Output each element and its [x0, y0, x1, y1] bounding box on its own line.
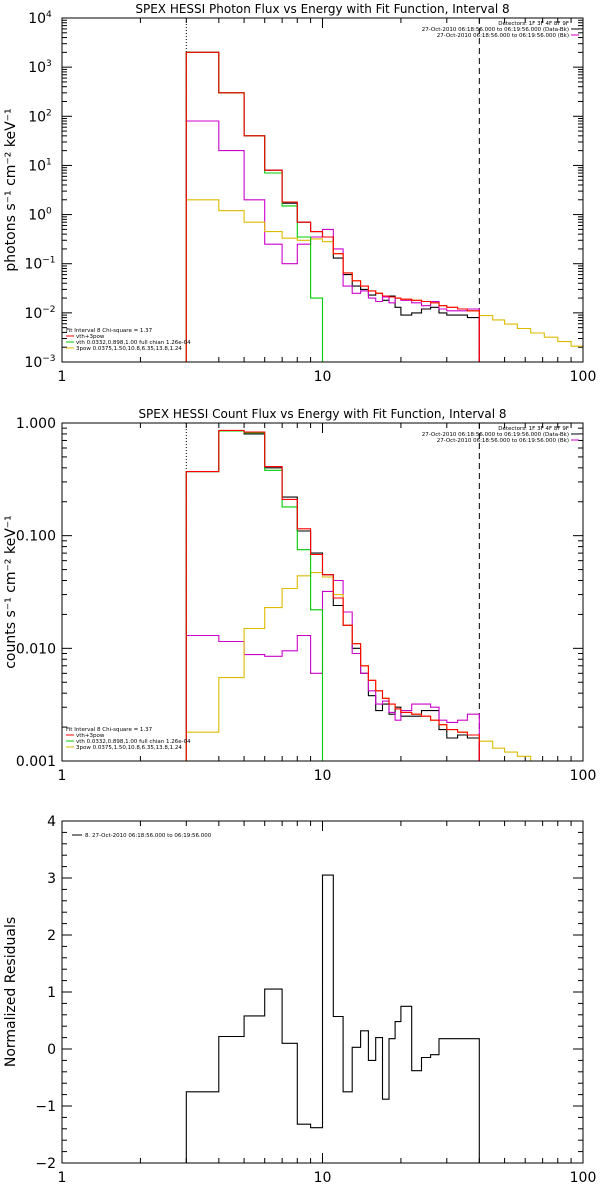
y-tick-label: 1.000: [16, 416, 56, 432]
y-tick-label: −2: [35, 1156, 56, 1172]
y-tick-label: 0.001: [16, 754, 56, 770]
plot-frame: [61, 820, 584, 1164]
y-tick-label: 100: [28, 207, 52, 224]
series-line-3: [185, 572, 545, 761]
x-tick-label: 100: [570, 1170, 597, 1186]
y-tick-base: 10: [28, 208, 46, 224]
chart-panel-1: SPEX HESSI Photon Flux vs Energy with Fi…: [3, 2, 597, 385]
y-tick-exponent: −2: [42, 305, 55, 315]
data-layer: [185, 51, 583, 362]
series-line-5: [185, 51, 480, 362]
chart-title: SPEX HESSI Photon Flux vs Energy with Fi…: [135, 2, 509, 16]
legend-top-entry: 27-Oct-2010 06:18:56.000 to 06:19:56.000…: [437, 438, 569, 444]
legend-bottom-entry: vth 0.0332,0.898,1.00 full chian 1.26e-0…: [76, 739, 191, 745]
legend-bottom-entry: vth+3pow: [76, 733, 105, 739]
y-tick-base: 10: [28, 158, 46, 174]
y-tick-label: 104: [28, 10, 52, 27]
y-tick-label: 1: [47, 985, 56, 1001]
series-line-5: [185, 429, 480, 761]
data-layer: [185, 429, 545, 761]
y-tick-base: 10: [28, 60, 46, 76]
legend-top-entry: 8. 27-Oct-2010 06:18:56.000 to 06:19:56.…: [85, 833, 212, 839]
y-tick-base: 10: [24, 257, 42, 273]
y-tick-label: 10−2: [24, 305, 55, 322]
x-tick-label: 10: [314, 768, 332, 784]
plot-frame: [61, 422, 584, 762]
legend-bottom-entry: Fit Interval 8 Chi-square = 1.37: [66, 328, 153, 334]
y-axis-label: counts s⁻¹ cm⁻² keV⁻¹: [3, 515, 19, 669]
series-line-1: [185, 51, 480, 362]
y-tick-label: 0.010: [16, 641, 56, 657]
y-tick-base: 10: [28, 109, 46, 125]
legend-top-entry: 27-Oct-2010 06:18:56.000 to 06:19:56.000…: [437, 33, 569, 39]
legend-bottom-entry: 3pow 0.0375,1.50,10.8,6.35,13.8,1.24: [76, 745, 182, 751]
y-tick-label: 2: [47, 928, 56, 944]
legend-top-entry: 27-Oct-2010 06:18:56.000 to 06:19:56.000…: [422, 27, 569, 33]
x-tick-label: 100: [570, 768, 597, 784]
data-layer: [185, 874, 480, 1163]
legend-top-entry: 27-Oct-2010 06:18:56.000 to 06:19:56.000…: [422, 432, 569, 438]
y-tick-exponent: 4: [46, 10, 52, 20]
y-tick-label: 4: [47, 814, 56, 830]
chart-title: SPEX HESSI Count Flux vs Energy with Fit…: [138, 407, 506, 421]
y-tick-exponent: 1: [46, 157, 52, 167]
x-tick-label: 1: [58, 1170, 67, 1186]
y-tick-base: 10: [24, 355, 42, 371]
y-tick-label: 10−3: [24, 354, 55, 371]
y-tick-exponent: −3: [42, 354, 55, 364]
y-axis-label: Normalized Residuals: [3, 917, 19, 1067]
legend-top-entry: Detectors: 1F 3F 4F 8F 9F: [498, 21, 569, 27]
y-tick-exponent: 2: [46, 108, 52, 118]
y-axis-label: photons s⁻¹ cm⁻² keV⁻¹: [3, 108, 19, 271]
legend-bottom-entry: Fit Interval 8 Chi-square = 1.37: [66, 727, 153, 733]
y-tick-label: 0: [47, 1042, 56, 1058]
legend-top-entry: Detectors: 1F 3F 4F 8F 9F: [498, 426, 569, 432]
chart-panel-2: SPEX HESSI Count Flux vs Energy with Fit…: [3, 407, 597, 784]
y-tick-label: 3: [47, 871, 56, 887]
series-line-4: [185, 430, 324, 761]
series-line-2: [185, 120, 480, 362]
y-tick-label: −1: [35, 1099, 56, 1115]
y-tick-exponent: −1: [42, 256, 55, 266]
x-tick-label: 100: [570, 369, 597, 385]
plot-frame: [61, 17, 584, 363]
y-tick-label: 102: [28, 108, 52, 125]
legend-bottom-entry: vth+3pow: [76, 334, 105, 340]
y-tick-exponent: 3: [46, 59, 52, 69]
y-tick-label: 10−1: [24, 256, 55, 273]
series-line-2: [185, 579, 480, 761]
y-tick-label: 0.100: [16, 529, 56, 545]
y-tick-base: 10: [28, 11, 46, 27]
series-line-1: [185, 874, 480, 1163]
x-tick-label: 1: [58, 768, 67, 784]
x-tick-label: 1: [58, 369, 67, 385]
y-tick-label: 103: [28, 59, 52, 76]
legend-bottom-entry: vth 0.0332,0.898,1.00 full chian 1.26e-0…: [76, 340, 191, 346]
legend-bottom-entry: 3pow 0.0375,1.50,10.8,6.35,13.8,1.24: [76, 346, 182, 352]
x-tick-label: 10: [314, 1170, 332, 1186]
y-tick-exponent: 0: [46, 207, 52, 217]
x-tick-label: 10: [314, 369, 332, 385]
chart-panel-3: 1 10 100 −2 −1 0 1 2 3 4 Normalized Residuals 8. 27…: [3, 814, 596, 1186]
y-tick-base: 10: [24, 306, 42, 322]
y-tick-label: 101: [28, 157, 52, 174]
series-line-3: [185, 199, 583, 362]
